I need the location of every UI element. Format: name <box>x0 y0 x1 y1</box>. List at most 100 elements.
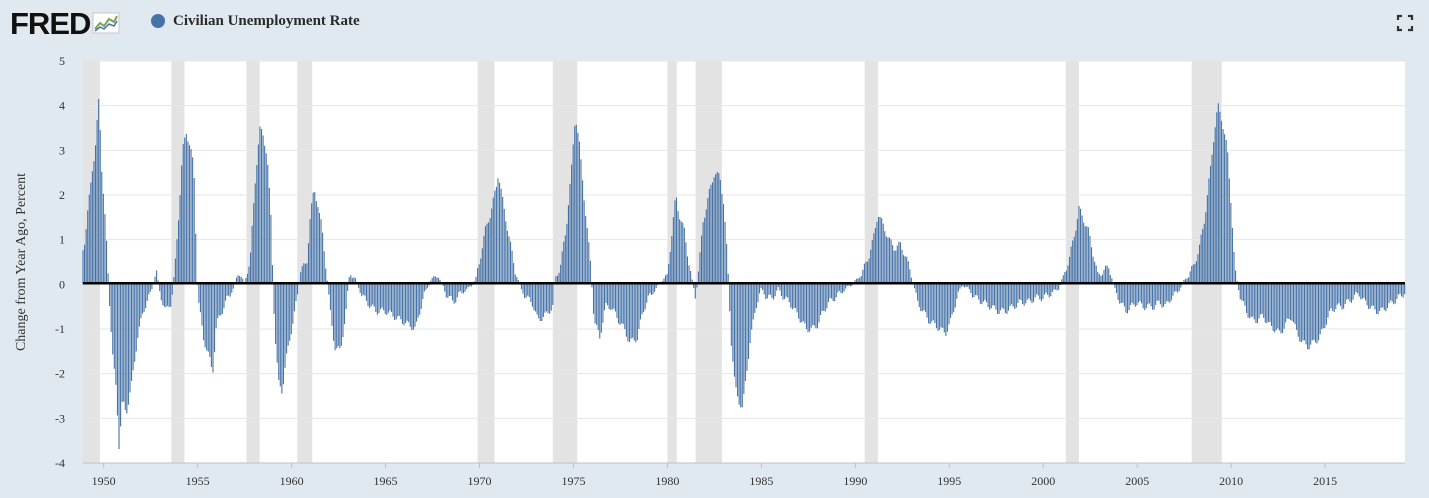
bar <box>948 284 950 325</box>
bar <box>384 284 386 314</box>
bar <box>635 284 637 343</box>
bar <box>343 284 346 325</box>
bar <box>990 284 992 309</box>
bar <box>497 178 499 285</box>
bar <box>1109 275 1111 285</box>
bar <box>1170 284 1172 301</box>
bar <box>223 284 225 309</box>
bar <box>1036 284 1038 295</box>
bar <box>528 284 530 298</box>
bar <box>984 284 986 300</box>
bar <box>286 284 288 354</box>
bar <box>954 284 956 308</box>
bar <box>1130 284 1132 306</box>
bar <box>851 284 853 286</box>
bar <box>1166 284 1168 302</box>
bar <box>400 284 402 320</box>
bar <box>239 275 241 285</box>
bar <box>461 284 463 293</box>
bar <box>976 284 978 296</box>
bar <box>118 284 120 450</box>
bar <box>229 284 231 297</box>
bar <box>841 284 844 294</box>
bar <box>262 135 264 285</box>
bar <box>453 284 455 304</box>
bar <box>544 284 546 313</box>
bar <box>704 217 706 285</box>
bar <box>530 284 532 302</box>
bar <box>257 144 259 285</box>
bar <box>956 284 958 299</box>
bar <box>367 284 369 307</box>
bar <box>1087 227 1089 285</box>
bar <box>113 284 115 369</box>
bar <box>353 277 355 285</box>
bar <box>1075 230 1077 285</box>
bar <box>386 284 388 316</box>
bar <box>320 219 322 285</box>
bar <box>596 284 598 325</box>
bar <box>85 229 87 285</box>
bar <box>322 232 324 285</box>
bar <box>173 277 175 285</box>
bar <box>1123 284 1125 307</box>
bar <box>935 284 938 329</box>
bar <box>934 284 936 324</box>
bar <box>1211 154 1213 285</box>
bar <box>433 276 435 285</box>
bar <box>416 284 418 322</box>
bar <box>632 284 634 338</box>
bar <box>1078 205 1080 285</box>
bar <box>1404 284 1406 295</box>
bar <box>1018 284 1021 300</box>
bar <box>304 263 306 285</box>
bar <box>669 252 671 285</box>
x-tick-label: 1960 <box>280 474 304 488</box>
bar <box>420 284 422 309</box>
bar <box>602 284 604 323</box>
bar <box>296 284 299 295</box>
bar <box>484 226 487 285</box>
bar <box>406 284 408 321</box>
bar <box>287 284 289 346</box>
bar <box>1396 284 1398 299</box>
bar <box>1145 284 1147 309</box>
x-tick-label: 1985 <box>749 474 773 488</box>
bar <box>630 284 632 339</box>
bar <box>771 284 773 299</box>
bar <box>1280 284 1282 334</box>
bar <box>995 284 997 310</box>
bar <box>863 263 865 285</box>
bar <box>1003 284 1005 310</box>
bar <box>253 203 255 285</box>
bar <box>918 284 920 308</box>
bar <box>1352 284 1354 300</box>
bar <box>541 284 543 321</box>
bar <box>188 145 191 285</box>
bar <box>674 200 676 285</box>
fullscreen-icon[interactable] <box>1396 14 1414 32</box>
recession-band <box>171 61 185 463</box>
bar <box>890 239 892 285</box>
bar <box>1330 284 1332 309</box>
bar <box>1349 284 1351 302</box>
bar <box>1144 284 1146 311</box>
bar <box>1200 234 1202 285</box>
bar <box>942 284 944 328</box>
bar <box>1274 284 1276 333</box>
legend-marker <box>151 14 165 28</box>
bar <box>1357 284 1359 294</box>
bar <box>838 284 840 291</box>
bar <box>744 284 746 381</box>
bar <box>174 258 176 285</box>
bar <box>732 284 734 362</box>
bar <box>213 284 216 353</box>
bar <box>212 284 214 373</box>
bar <box>763 284 765 295</box>
bar <box>506 230 508 285</box>
bar <box>535 284 537 312</box>
fred-logo[interactable]: FRED <box>10 6 120 40</box>
bar <box>743 284 745 394</box>
bar <box>1051 284 1053 292</box>
bar <box>1081 215 1083 285</box>
